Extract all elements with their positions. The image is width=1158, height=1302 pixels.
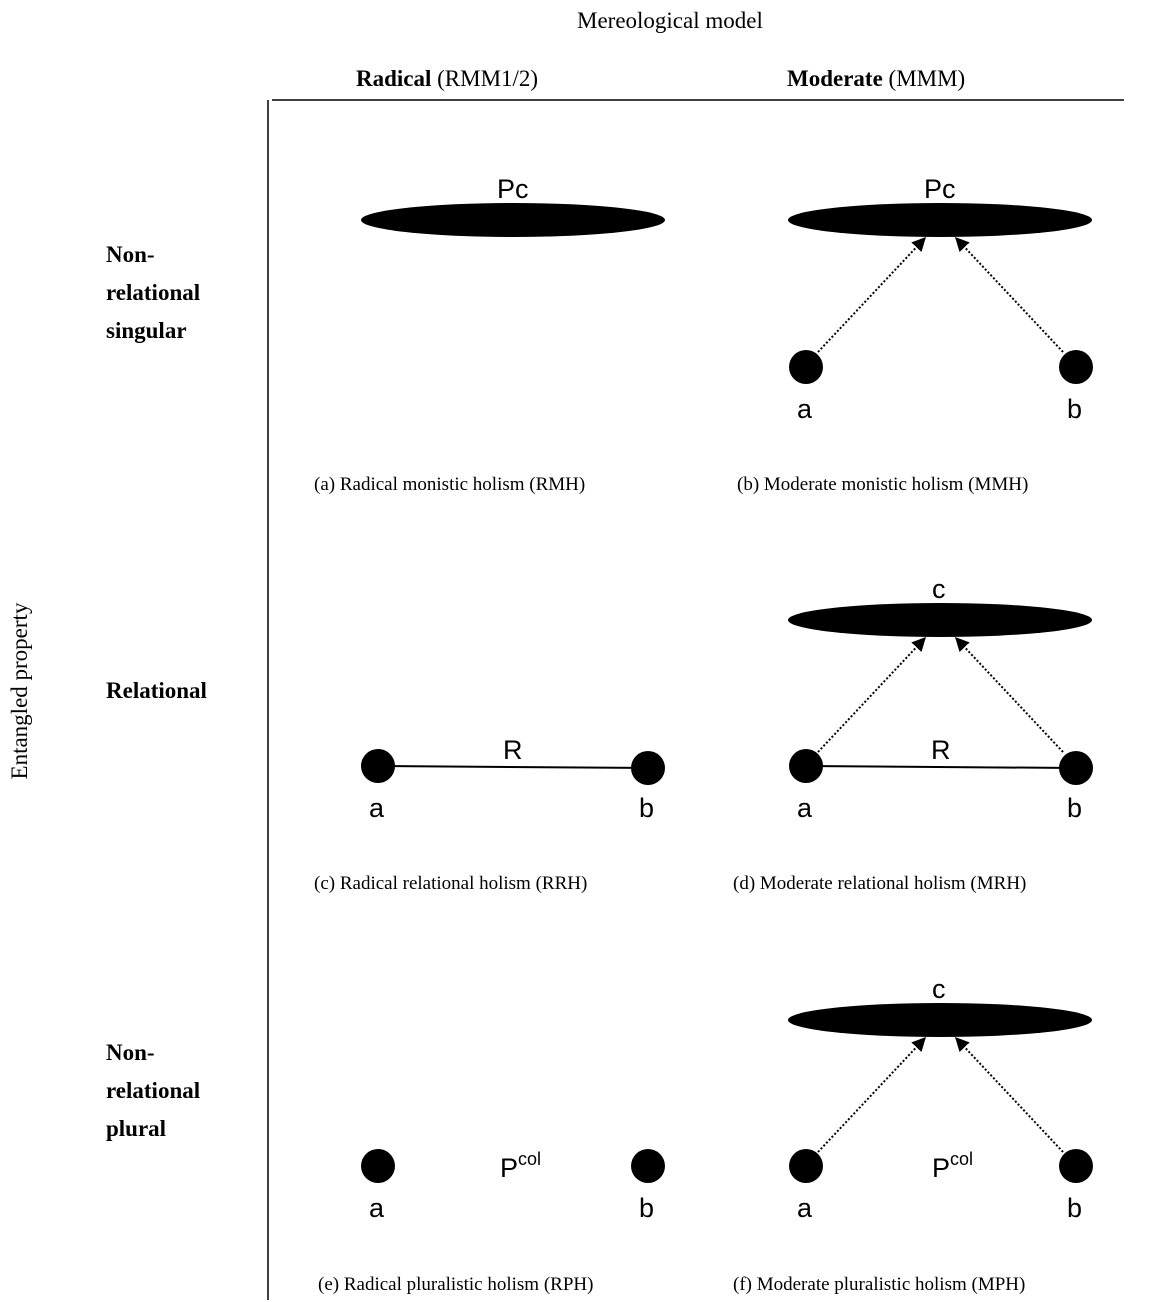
column-header-radical: Radical (RMM1/2) bbox=[356, 66, 538, 92]
label-b-d: b bbox=[1067, 793, 1082, 823]
node-a-b bbox=[789, 350, 823, 384]
whole-ellipse-f bbox=[788, 1003, 1092, 1037]
dotted-arrow-f-left bbox=[817, 1036, 926, 1153]
column-header-moderate: Moderate (MMM) bbox=[787, 66, 965, 92]
label-b-c: b bbox=[639, 793, 654, 823]
node-a-e bbox=[361, 1149, 395, 1183]
label-a-b: a bbox=[797, 394, 813, 424]
dotted-arrow-d-left bbox=[817, 636, 926, 753]
caption-e: (e) Radical pluralistic holism (RPH) bbox=[318, 1274, 594, 1295]
whole-ellipse-b bbox=[788, 203, 1092, 237]
dotted-arrow-f-right bbox=[955, 1036, 1064, 1153]
column-header-moderate-rest: (MMM) bbox=[882, 66, 966, 91]
caption-d: (d) Moderate relational holism (MRH) bbox=[733, 873, 1027, 894]
label-r-d: R bbox=[931, 735, 951, 765]
label-r-c: R bbox=[503, 735, 523, 765]
row-label-nonrelational-plural: Non- relational plural bbox=[106, 1034, 200, 1148]
row-label-line: relational bbox=[106, 1078, 201, 1103]
dotted-arrow-b-left bbox=[817, 236, 926, 353]
relation-line-c bbox=[377, 765, 649, 769]
label-p-f: P bbox=[932, 1153, 950, 1183]
relation-line-d bbox=[805, 765, 1077, 769]
column-header-radical-bold: Radical bbox=[356, 66, 432, 91]
label-a-e: a bbox=[369, 1193, 385, 1223]
label-b-e: b bbox=[639, 1193, 654, 1223]
row-label-line: singular bbox=[106, 318, 187, 343]
whole-ellipse-d bbox=[788, 603, 1092, 637]
node-b-d bbox=[1059, 751, 1093, 785]
node-a-d bbox=[789, 749, 823, 783]
label-b-f: b bbox=[1067, 1193, 1082, 1223]
row-label-relational: Relational bbox=[106, 672, 207, 710]
row-label-line: plural bbox=[106, 1116, 167, 1141]
label-pc-b: Pc bbox=[924, 174, 956, 204]
node-b-f bbox=[1059, 1149, 1093, 1183]
label-b-b: b bbox=[1067, 394, 1082, 424]
label-col-e: col bbox=[518, 1149, 541, 1169]
label-a-c: a bbox=[369, 793, 385, 823]
label-a-d: a bbox=[797, 793, 813, 823]
row-label-line: Non- bbox=[106, 242, 155, 267]
row-label-line: Non- bbox=[106, 1040, 155, 1065]
node-a-f bbox=[789, 1149, 823, 1183]
header-title: Mereological model bbox=[577, 8, 763, 33]
node-a-c bbox=[361, 749, 395, 783]
row-label-line: relational bbox=[106, 280, 201, 305]
label-col-f: col bbox=[950, 1149, 973, 1169]
caption-a: (a) Radical monistic holism (RMH) bbox=[314, 474, 586, 495]
label-pc-a: Pc bbox=[497, 174, 529, 204]
whole-ellipse-a bbox=[361, 203, 665, 237]
column-header-moderate-bold: Moderate bbox=[787, 66, 883, 91]
caption-f: (f) Moderate pluralistic holism (MPH) bbox=[733, 1274, 1026, 1295]
node-b-e bbox=[631, 1149, 665, 1183]
caption-b: (b) Moderate monistic holism (MMH) bbox=[737, 474, 1029, 495]
caption-c: (c) Radical relational holism (RRH) bbox=[314, 873, 588, 894]
column-header-radical-rest: (RMM1/2) bbox=[431, 66, 539, 91]
label-p-e: P bbox=[500, 1153, 518, 1183]
label-a-f: a bbox=[797, 1193, 813, 1223]
dotted-arrow-d-right bbox=[955, 636, 1064, 753]
row-label-nonrelational-singular: Non- relational singular bbox=[106, 236, 200, 350]
label-c-d: c bbox=[932, 574, 946, 604]
label-c-f: c bbox=[932, 974, 946, 1004]
node-b-c bbox=[631, 751, 665, 785]
row-label-line: Relational bbox=[106, 678, 207, 703]
dotted-arrow-b-right bbox=[955, 236, 1064, 353]
node-b-b bbox=[1059, 350, 1093, 384]
